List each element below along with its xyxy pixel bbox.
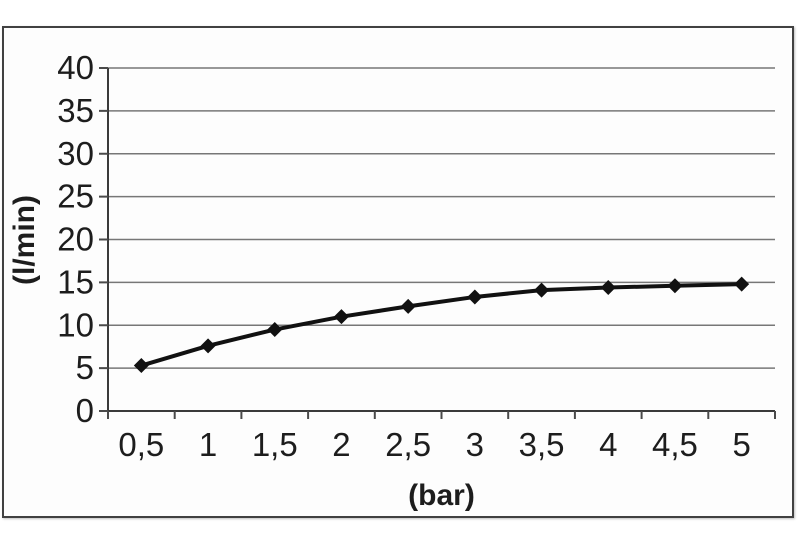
y-tick-label: 30 <box>57 135 94 172</box>
diamond-marker <box>734 276 750 292</box>
x-tick-label: 3 <box>466 426 484 463</box>
y-axis-title: (l/min) <box>8 195 41 285</box>
y-tick-label: 35 <box>57 92 94 129</box>
series-polyline <box>139 282 744 368</box>
x-tick-label: 5 <box>732 426 750 463</box>
diamond-marker <box>400 298 416 314</box>
chart-frame: 0 5 10 15 20 25 30 35 40 0,5 1 1,5 2 2,5 3 3,5 4 4,5 5 (b… <box>2 26 794 518</box>
data-line <box>139 282 744 368</box>
axes <box>107 68 775 419</box>
diamond-marker <box>467 289 483 305</box>
flow-rate-line-chart: 0 5 10 15 20 25 30 35 40 0,5 1 1,5 2 2,5 3 3,5 4 4,5 5 (b… <box>8 49 776 512</box>
x-tick-labels: 0,5 1 1,5 2 2,5 3 3,5 4 4,5 5 <box>118 426 750 463</box>
diamond-marker <box>333 309 349 325</box>
y-gridlines <box>108 67 775 369</box>
diamond-marker <box>200 338 216 354</box>
diamond-marker <box>667 278 683 294</box>
diamond-marker <box>267 322 283 338</box>
y-tick-label: 20 <box>57 221 94 258</box>
y-tick-label: 40 <box>57 49 94 86</box>
x-tick-label: 0,5 <box>118 426 164 463</box>
data-point-markers <box>133 276 750 374</box>
tick-marks <box>99 67 776 419</box>
x-tick-label: 1 <box>199 426 217 463</box>
x-tick-label: 2 <box>332 426 350 463</box>
x-tick-label: 2,5 <box>385 426 431 463</box>
diamond-marker <box>133 358 149 374</box>
y-tick-label: 25 <box>57 178 94 215</box>
diamond-marker <box>534 282 550 298</box>
x-tick-label: 4,5 <box>652 426 698 463</box>
x-tick-label: 3,5 <box>519 426 565 463</box>
y-tick-label: 15 <box>57 263 94 300</box>
x-tick-label: 4 <box>599 426 617 463</box>
x-tick-label: 1,5 <box>252 426 298 463</box>
diamond-marker <box>600 280 616 296</box>
y-tick-label: 0 <box>76 392 94 429</box>
y-tick-label: 10 <box>57 306 94 343</box>
x-axis-title: (bar) <box>408 479 475 512</box>
y-tick-labels: 0 5 10 15 20 25 30 35 40 <box>57 49 94 429</box>
y-tick-label: 5 <box>76 349 94 386</box>
